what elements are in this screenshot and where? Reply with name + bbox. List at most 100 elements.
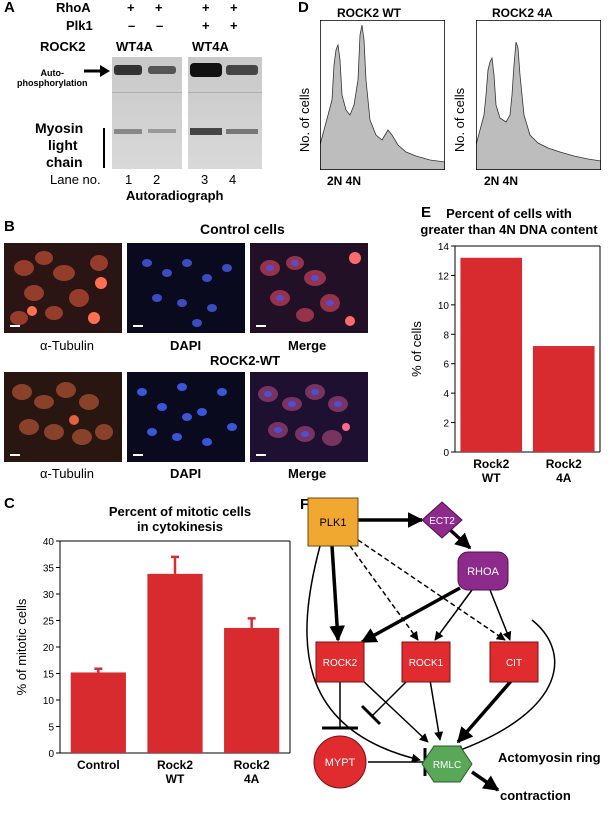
micrograph-control-tubulin [4,243,122,333]
rock2-row-label: ROCK2 [40,39,86,54]
node-rock2 [315,641,365,683]
outcome-line2: contraction [500,788,571,803]
chart-e-ytick-label: 8 [443,330,449,341]
edge-rock1-rmlc [429,679,444,741]
edge-plk1-rock1-dashed [349,545,419,641]
chart-e-ytick-label: 2 [443,419,449,430]
chart-c-bar [224,627,280,753]
chart-c-ylabel: % of mitotic cells [14,598,29,695]
hist-4a-title: ROCK2 4A [492,6,553,20]
inhibit-rock1-mypt [371,677,411,717]
lane-1: 1 [125,172,133,187]
node-rhoa-label: RHOA [467,566,499,578]
chart-c-ytick-label: 25 [43,617,55,628]
lane-3: 3 [201,172,209,187]
rock2-tubulin-label: α-Tubulin [40,466,94,481]
chart-c-ytick-label: 35 [43,564,55,575]
rock2-wt-title: ROCK2-WT [210,353,281,368]
rhoa-lane3: + [202,0,210,15]
mlc-label-1: Myosin [35,120,84,136]
chart-c-ytick-label: 15 [43,670,55,681]
rhoa-lane4: + [230,0,238,15]
plk1-lane1: – [128,18,136,33]
rock2-lanes-1-2: WT4A [116,39,153,54]
chart-e-bar [532,346,595,452]
rhoa-lane2: + [155,0,163,15]
chart-e-ylabel: % of cells [409,321,424,377]
rhoa-lane1: + [127,0,135,15]
node-plk1 [307,497,359,547]
plk1-lane2: – [156,18,164,33]
edge-ect2-rhoa [446,526,472,550]
control-dapi-label: DAPI [170,338,202,353]
panel-a-letter: A [4,0,15,16]
chart-e-ytick-label: 4 [443,389,449,400]
chart-e-bar [460,257,523,452]
lane-label: Lane no. [50,172,101,187]
node-plk1-label: PLK1 [320,517,347,529]
node-rmlc [421,745,473,783]
node-mypt-label: MYPT [325,757,356,769]
control-merge-label: Merge [288,338,327,353]
node-mypt [313,735,367,789]
chart-c-xtick-label: Rock2 4A [234,758,270,786]
panel-d-letter: D [298,0,309,16]
rock2-dapi-label: DAPI [170,466,202,481]
edge-plk1-rock2 [329,545,345,642]
chart-e-xtick-label: Rock2 4A [546,457,582,485]
micrograph-rock2-merge [250,372,368,462]
edge-rhoa-cit [489,589,512,641]
chart-c-xtick-label: Rock2 WT [157,758,193,786]
edge-plk1-cit-dashed [357,539,506,641]
edge-rhoa-rock2 [360,586,461,644]
autoradiograph-caption: Autoradiograph [126,188,224,203]
chart-c-title: Percent of mitotic cells in cytokinesis [108,504,252,534]
chart-c-xtick-label: Control [77,758,120,772]
panel-b-letter: B [4,218,15,235]
panel-c-letter: C [4,495,15,512]
chart-c-bar [70,672,126,753]
micrograph-control-merge [250,243,368,333]
edge-rhoa-rock1 [434,589,473,641]
histogram-rock2-wt [319,19,446,171]
chart-e: 0 2 4 6 8 10 12 14 % of cells Rock2 WT Rock2 4A [395,240,610,495]
autoradiograph-gel [112,57,262,169]
chart-c-ytick-label: 5 [48,723,54,734]
chart-e-ytick-label: 14 [438,242,450,253]
micrograph-rock2-tubulin [4,372,122,462]
plk1-row-label: Plk1 [66,18,93,33]
hist-4a-ylabel-text: No. of cells [452,87,467,152]
control-cells-title: Control cells [200,221,285,237]
histogram-rock2-4a [475,19,602,171]
hist-4a-xlabel: 2N 4N [484,174,519,188]
plk1-lane4: + [230,18,238,33]
edge-cit-rmlc [454,619,556,754]
outcome-line1: Actomyosin ring [498,750,601,765]
chart-c-ytick-label: 0 [48,749,54,760]
edge-rmlc-actomyosin [471,770,500,792]
micrograph-control-dapi [127,243,245,333]
node-rock2-label: ROCK2 [323,658,358,669]
chart-e-ytick-label: 10 [438,301,450,312]
rock2-lanes-3-4: WT4A [192,39,229,54]
chart-c-ytick-label: 30 [43,590,55,601]
node-cit-label: CIT [506,658,522,669]
panel-e-letter: E [421,204,432,221]
plk1-lane3: + [202,18,210,33]
hist-wt-xlabel: 2N 4N [327,174,362,188]
edge-plk1-rmlc [306,545,421,763]
micrograph-rock2-dapi [127,372,245,462]
chart-e-xtick-label: Rock2 WT [473,457,509,485]
lane-2: 2 [153,172,161,187]
chart-e-ytick-label: 12 [438,271,450,282]
autophos-label: Auto- phosphorylation [17,68,88,88]
rhoa-row-label: RhoA [56,0,91,15]
lane-4: 4 [229,172,237,187]
chart-c-ytick-label: 40 [43,537,55,548]
panel-f-letter: F [300,496,310,513]
node-ect2-label: ECT2 [429,516,455,527]
control-tubulin-label: α-Tubulin [40,338,94,353]
node-ect2 [421,501,463,539]
chart-c-ytick-label: 20 [43,643,55,654]
chart-e-ytick-label: 0 [443,448,449,459]
